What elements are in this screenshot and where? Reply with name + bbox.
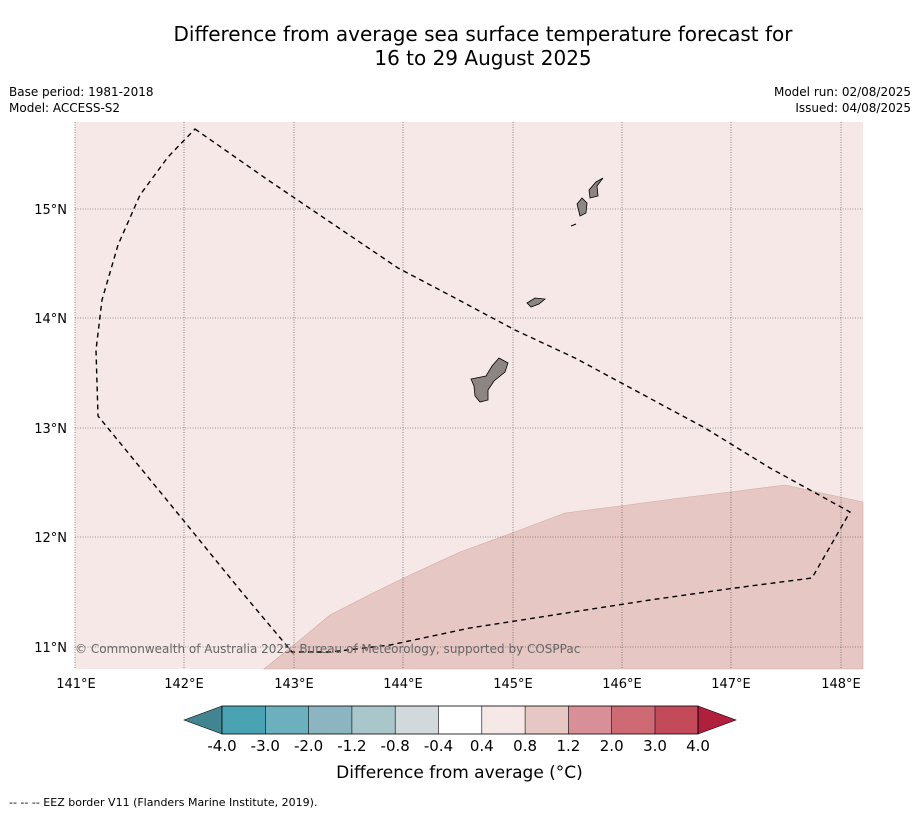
lon-tick-label: 148°E [821, 677, 861, 692]
lat-tick-label: 12°N [34, 531, 67, 546]
colorbar-segment [655, 706, 698, 734]
rota-island [526, 297, 546, 308]
latitude-labels: 15°N 14°N 13°N 12°N 11°N [34, 203, 67, 656]
colorbar-tick-label: 3.0 [643, 737, 667, 755]
colorbar: -4.0 -3.0 -2.0 -1.2 -0.8 -0.4 0.4 0.8 1.… [183, 705, 737, 755]
colorbar-tick-label: -4.0 [207, 737, 236, 755]
lat-tick-label: 15°N [34, 203, 67, 218]
lat-tick-label: 11°N [34, 641, 67, 656]
colorbar-tick-label: 2.0 [600, 737, 624, 755]
eez-border [95, 128, 851, 653]
run-info: Model run: 02/08/2025 Issued: 04/08/2025 [774, 84, 911, 116]
lon-tick-label: 146°E [602, 677, 642, 692]
lat-tick-label: 14°N [34, 312, 67, 327]
warm-anomaly-region [263, 484, 864, 670]
colorbar-segment [395, 706, 439, 734]
issued-text: Issued: 04/08/2025 [795, 101, 911, 115]
colorbar-segment [525, 706, 569, 734]
model-text: Model: ACCESS-S2 [9, 101, 121, 115]
colorbar-tick-labels: -4.0 -3.0 -2.0 -1.2 -0.8 -0.4 0.4 0.8 1.… [207, 737, 710, 755]
colorbar-segment [568, 706, 612, 734]
colorbar-tick-label: 1.2 [556, 737, 580, 755]
map-gridlines [74, 122, 863, 669]
colorbar-high-arrow [697, 705, 737, 735]
colorbar-dividers [264, 706, 656, 734]
colorbar-segment [222, 706, 266, 734]
colorbar-tick-label: 4.0 [686, 737, 710, 755]
colorbar-title: Difference from average (°C) [336, 763, 583, 783]
colorbar-segment [351, 706, 396, 734]
lon-tick-label: 141°E [56, 677, 96, 692]
colorbar-segment [481, 706, 526, 734]
colorbar-tick-label: -0.8 [381, 737, 410, 755]
colorbar-segment [308, 706, 352, 734]
lon-tick-label: 142°E [164, 677, 204, 692]
longitude-labels: 141°E 142°E 143°E 144°E 145°E 146°E 147°… [56, 677, 861, 692]
colorbar-tick-label: -3.0 [251, 737, 280, 755]
guam-island [470, 357, 509, 403]
colorbar-low-arrow [183, 705, 223, 735]
lon-tick-label: 144°E [383, 677, 423, 692]
lon-tick-label: 147°E [711, 677, 751, 692]
colorbar-tick-label: -1.2 [337, 737, 366, 755]
copyright-text: © Commonwealth of Australia 2025, Bureau… [75, 642, 580, 656]
tinian-island [576, 197, 588, 217]
model-run-text: Model run: 02/08/2025 [773, 85, 911, 99]
colorbar-segment [265, 706, 309, 734]
saipan-island [588, 177, 604, 199]
title-line-1: Difference from average sea surface temp… [173, 22, 793, 46]
model-info: Base period: 1981-2018 Model: ACCESS-S2 [9, 84, 154, 116]
colorbar-tick-label: -0.4 [424, 737, 453, 755]
colorbar-segment [611, 706, 655, 734]
aguijan-island [570, 223, 577, 227]
base-period-text: Base period: 1981-2018 [9, 85, 154, 99]
lat-tick-label: 13°N [34, 422, 67, 437]
colorbar-tick-label: 0.8 [513, 737, 537, 755]
colorbar-tick-label: -2.0 [294, 737, 323, 755]
eez-legend-note: -- -- -- EEZ border V11 (Flanders Marine… [9, 796, 318, 809]
colorbar-tick-label: 0.4 [470, 737, 494, 755]
lon-tick-label: 143°E [274, 677, 314, 692]
title-line-2: 16 to 29 August 2025 [374, 46, 592, 70]
colorbar-segment [438, 706, 482, 734]
lon-tick-label: 145°E [493, 677, 533, 692]
colorbar-outline [221, 705, 699, 735]
map-title: Difference from average sea surface temp… [60, 22, 906, 70]
